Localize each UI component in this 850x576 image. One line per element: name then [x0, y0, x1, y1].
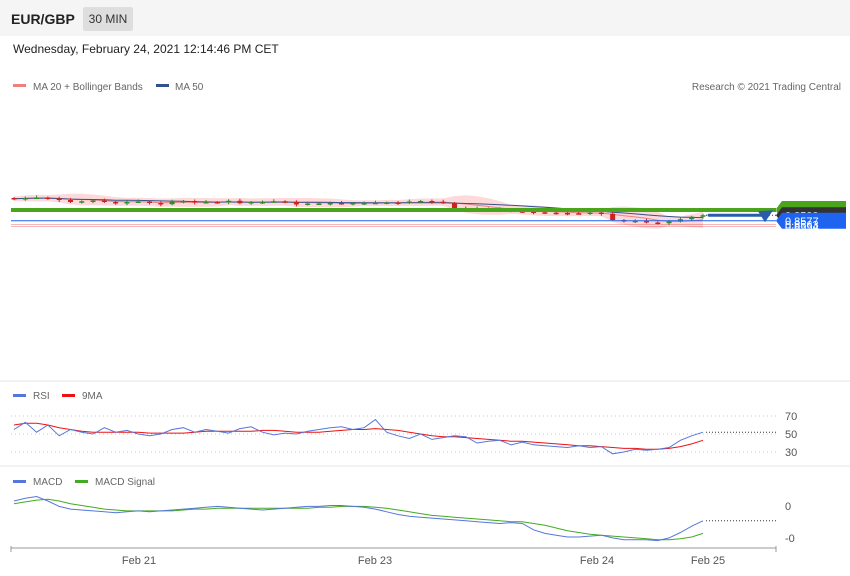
x-tick-label: Feb 24 — [580, 555, 614, 567]
candle-body — [203, 202, 209, 204]
candle-body — [655, 222, 661, 224]
candle-body — [158, 203, 164, 205]
candle-body — [350, 203, 356, 205]
ma50-legend-swatch — [156, 84, 169, 87]
candle-body — [237, 200, 243, 204]
candle-body — [305, 203, 311, 205]
rsi-ma-legend-label: 9MA — [82, 391, 103, 402]
candle-body — [248, 202, 254, 204]
header-bar: EUR/GBP 30 MIN — [0, 0, 850, 36]
forecast-arrow-head — [758, 210, 773, 223]
candle-body — [113, 202, 119, 204]
credit-label: Research © 2021 Trading Central — [692, 82, 841, 93]
candle-body — [531, 211, 537, 213]
macd-signal-legend-swatch — [75, 480, 88, 483]
candle-body — [418, 201, 424, 203]
macd-tick-label: 0 — [785, 501, 791, 513]
candle-body — [598, 212, 604, 214]
candle-body — [666, 221, 672, 224]
candle-body — [339, 203, 345, 205]
candle-body — [372, 202, 378, 205]
macd-signal-legend-label: MACD Signal — [95, 477, 155, 488]
macd-legend-swatch — [13, 480, 26, 483]
candle-body — [79, 201, 85, 203]
macd-tick-label: -0 — [785, 533, 795, 545]
candle-body — [271, 201, 277, 203]
candle-body — [610, 213, 616, 220]
candle-body — [135, 201, 141, 203]
candle-body — [45, 197, 51, 199]
timeframe-button[interactable]: 30 MIN — [83, 7, 133, 31]
macd-plot: 0 -0 — [13, 495, 795, 545]
candle-body — [689, 216, 695, 220]
datetime-label: Wednesday, February 24, 2021 12:14:46 PM… — [13, 42, 279, 56]
candle-body — [214, 202, 220, 204]
candle-body — [101, 200, 107, 202]
candle-body — [542, 212, 548, 214]
candle-body — [587, 212, 593, 214]
price-tag-label: 0.8563 — [785, 219, 819, 231]
candle-body — [327, 203, 333, 205]
price-legend: MA 20 + Bollinger Bands MA 50 — [13, 82, 204, 93]
symbol-label: EUR/GBP — [11, 11, 75, 27]
price-tag-label: 0.8577 — [785, 216, 819, 228]
rsi-level-label: 50 — [785, 429, 797, 441]
candle-body — [124, 202, 130, 204]
candle-body — [192, 201, 198, 203]
candle-body — [67, 200, 73, 202]
candle-body — [564, 213, 570, 215]
candle-body — [22, 198, 28, 200]
rsi-legend-swatch — [13, 394, 26, 397]
candle-body — [384, 202, 390, 204]
candle-body — [147, 201, 153, 203]
candle-body — [316, 203, 322, 205]
candle-body — [700, 215, 706, 217]
ma20-legend-swatch — [13, 84, 26, 87]
rsi-plot: 70 50 30 — [11, 411, 797, 459]
ma50-legend-label: MA 50 — [175, 82, 204, 93]
candle-body — [440, 201, 446, 204]
candle-body — [56, 198, 62, 200]
macd-legend: MACD MACD Signal — [13, 477, 155, 488]
candle-body — [34, 197, 40, 199]
candle-body — [282, 201, 288, 203]
macd-legend-label: MACD — [33, 477, 62, 488]
candle-body — [169, 201, 175, 205]
rsi-legend: RSI 9MA — [13, 391, 103, 402]
candle-body — [361, 203, 367, 205]
price-tag-label: 0.8554 — [785, 222, 819, 234]
candle-body — [452, 203, 458, 208]
ma20-legend-label: MA 20 + Bollinger Bands — [33, 82, 143, 93]
rsi-ma-line — [13, 422, 704, 450]
candle-body — [644, 220, 650, 223]
candle-body — [395, 202, 401, 204]
candle-body — [259, 202, 265, 204]
x-tick-label: Feb 25 — [691, 555, 725, 567]
candle-body — [406, 201, 412, 203]
rsi-line — [13, 418, 704, 455]
rsi-level-label: 70 — [785, 411, 797, 423]
macd-line — [13, 495, 704, 542]
candle-body — [11, 198, 17, 200]
rsi-legend-label: RSI — [33, 391, 50, 402]
macd-signal-line — [13, 498, 704, 541]
candle-body — [429, 201, 435, 203]
candle-body — [553, 212, 559, 215]
candle-body — [576, 213, 582, 215]
x-tick-label: Feb 23 — [358, 555, 392, 567]
rsi-ma-legend-swatch — [62, 394, 75, 397]
candle-body — [90, 200, 96, 202]
price-tag — [776, 212, 846, 229]
x-tick-label: Feb 21 — [122, 555, 156, 567]
rsi-level-label: 30 — [785, 447, 797, 459]
candle-body — [226, 200, 232, 203]
candle-body — [180, 201, 186, 203]
candle-body — [632, 220, 638, 223]
candle-body — [293, 201, 299, 205]
